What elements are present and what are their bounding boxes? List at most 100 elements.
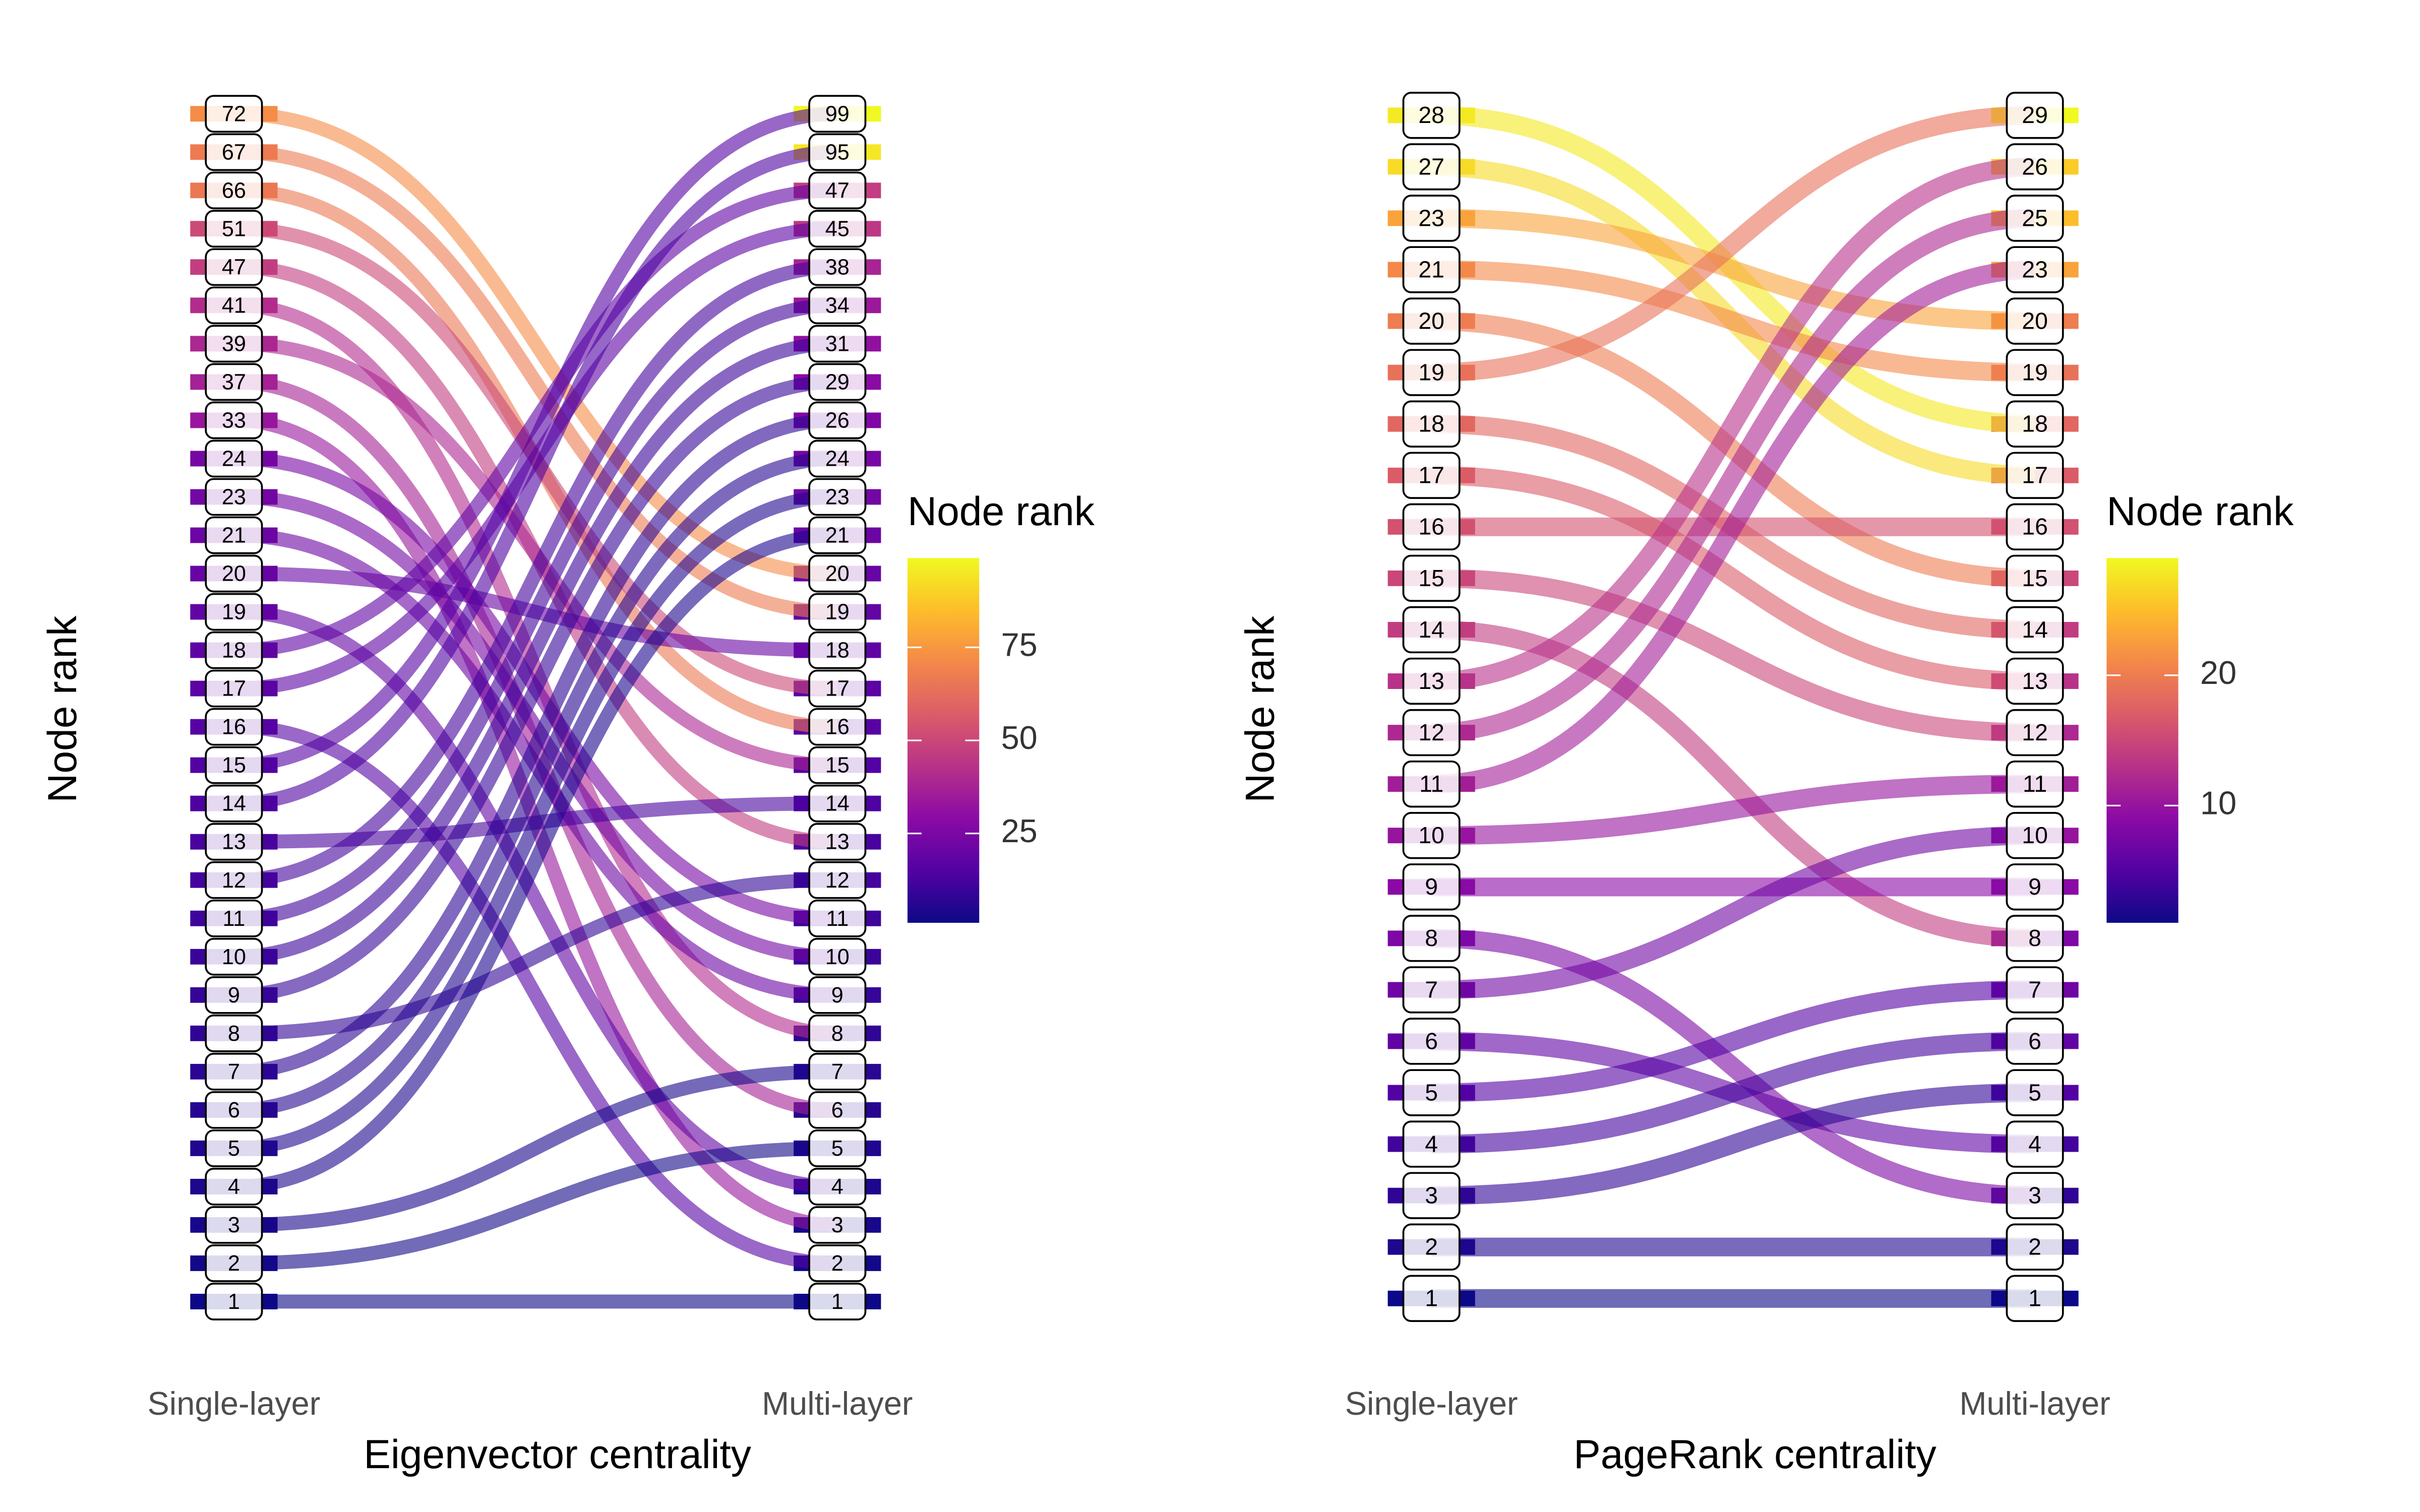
rank-flow [233,106,837,581]
rank-box [205,1206,263,1244]
rank-box [205,1244,263,1282]
rank-label: 26 [825,408,850,432]
rank-label: 37 [222,370,246,394]
rank-label: 21 [825,524,850,548]
rank-box [808,478,867,516]
rank-label: 20 [2022,307,2048,334]
rank-label: 11 [1419,771,1443,797]
rank-label: 18 [825,639,850,663]
rank-label: 2 [1425,1234,1438,1260]
rank-label: 1 [228,1290,240,1314]
rank-box [205,1014,263,1052]
rank-label: 6 [831,1098,843,1122]
rank-box [808,516,867,554]
rank-box [1402,863,1461,911]
rank-label: 18 [2022,411,2048,437]
rank-label: 27 [1418,153,1444,179]
x-label: Multi-layer [762,1385,913,1422]
rank-box [808,133,867,171]
rank-flow [1431,826,2035,999]
rank-label: 45 [825,217,850,241]
rank-box [205,976,263,1014]
rank-label: 25 [2022,205,2048,231]
rank-box [1402,1223,1461,1271]
rank-label: 14 [2022,616,2048,643]
rank-label: 19 [825,600,850,624]
rank-label: 10 [1418,822,1444,848]
legend-title: Node rank [908,489,1095,534]
y-axis-title: Node rank [1237,615,1283,803]
rank-box [808,784,867,823]
rank-box [205,325,263,363]
rank-label: 21 [222,524,246,548]
rank-flow [233,260,837,888]
rank-label: 7 [2028,976,2041,1002]
rank-flow [233,183,837,658]
rank-label: 4 [2028,1130,2041,1157]
rank-box [205,784,263,823]
rank-label: 29 [2022,102,2048,128]
rank-box [2006,1275,2064,1322]
rank-box [808,1206,867,1244]
rank-box [205,708,263,746]
rank-flow [233,298,837,1041]
rank-flow [1431,157,2035,691]
rank-box [205,1091,263,1129]
rank-box [808,1091,867,1129]
rank-label: 11 [222,907,245,931]
rank-box [1402,554,1461,602]
rank-flow [1431,466,2035,691]
rank-box [205,401,263,439]
rank-box [2006,143,2064,191]
rank-label: 23 [825,485,850,510]
rank-box [808,439,867,478]
rank-label: 47 [222,255,246,279]
rank-label: 13 [2022,668,2048,694]
chart-title: Eigenvector centrality [364,1432,751,1477]
rank-label: 4 [228,1175,240,1199]
rank-flow [233,452,837,1117]
rank-label: 13 [1418,668,1444,694]
rank-box [2006,966,2064,1014]
rank-box [808,210,867,248]
rank-box [2006,1223,2064,1271]
rank-box [1402,297,1461,345]
colorbar-tick-label: 25 [1001,812,1038,849]
rank-box [808,746,867,784]
rank-box [205,439,263,478]
rank-label: 19 [2022,359,2048,386]
rank-flow [233,528,837,1194]
rank-label: 16 [1418,514,1444,540]
rank-label: 5 [1425,1079,1438,1105]
rank-label: 2 [831,1251,843,1276]
rank-box [808,976,867,1014]
rank-label: 66 [222,178,246,203]
rank-flow [233,221,837,696]
rank-label: 3 [228,1213,240,1237]
rank-label: 2 [228,1251,240,1276]
rank-label: 72 [222,102,246,126]
rank-box [205,669,263,708]
rank-box [808,631,867,669]
rank-box [808,401,867,439]
rank-box [808,248,867,286]
rank-label: 34 [825,293,850,318]
rank-box [205,286,263,325]
rank-flow [1431,929,2035,1205]
rank-label: 33 [222,408,246,432]
chart-title: PageRank centrality [1574,1432,1937,1477]
rank-box [205,1052,263,1091]
rank-label: 13 [222,830,246,854]
rank-box [808,95,867,133]
rank-box [808,554,867,593]
rank-label: 95 [825,140,850,164]
rank-flow [1431,569,2035,742]
rank-box [808,363,867,401]
rank-label: 9 [831,983,843,1007]
rank-label: 47 [825,178,850,203]
rank-label: 18 [1418,411,1444,437]
rank-box [2006,297,2064,345]
rank-box [1402,709,1461,757]
rank-label: 4 [831,1175,843,1199]
rank-label: 12 [222,868,246,893]
